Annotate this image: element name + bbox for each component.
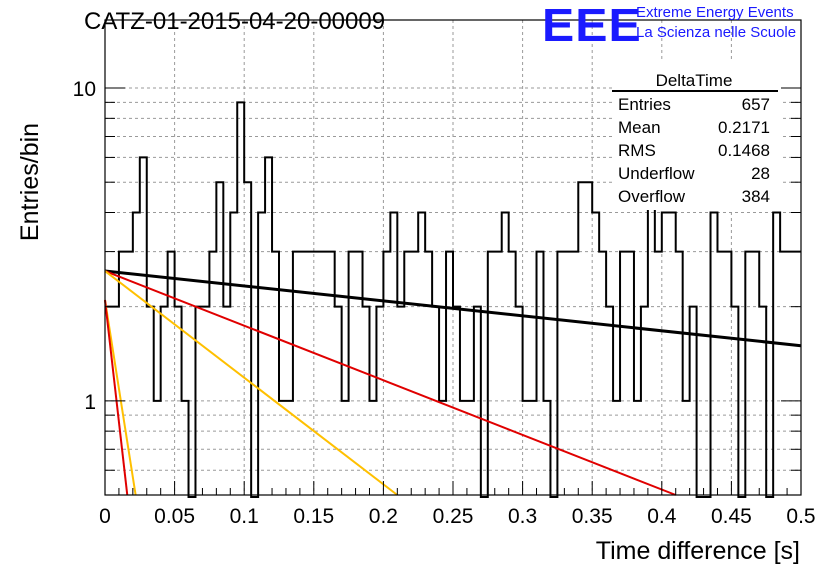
y-tick-labels: 1 10 (73, 78, 96, 414)
brand-logo: EEE (542, 0, 642, 51)
y-axis-label: Entries/bin (16, 123, 44, 241)
fit-curve-2 (104, 270, 677, 496)
brand-line-1: Extreme Energy Events (636, 4, 794, 21)
stats-label: Mean (618, 118, 661, 137)
x-tick-label: 0.5 (786, 505, 815, 528)
run-title: CATZ-01-2015-04-20-00009 (84, 8, 386, 35)
x-tick-label: 0.05 (154, 505, 195, 528)
x-tick-label: 0.45 (711, 505, 752, 528)
fit-curve-1 (104, 269, 802, 348)
fit-curves (104, 269, 802, 496)
grid-lines (104, 20, 802, 495)
x-tick-label: 0.35 (572, 505, 613, 528)
stats-box: DeltaTime Entries 657 Mean 0.2171 RMS 0.1468 U… (612, 62, 780, 210)
y-tick-label: 10 (73, 78, 96, 101)
x-tick-label: 0.4 (647, 505, 677, 528)
stats-title: DeltaTime (656, 71, 733, 90)
x-tick-label: 0.25 (433, 505, 474, 528)
fit-curve-3 (104, 270, 398, 496)
x-tick-label: 0.3 (508, 505, 537, 528)
stats-rows: Entries 657 Mean 0.2171 RMS 0.1468 Underflow 28… (618, 95, 770, 206)
x-tick-label: 0.1 (230, 505, 259, 528)
x-axis-label: Time difference [s] (596, 537, 800, 565)
fit-curve-5 (104, 299, 129, 496)
brand-line-2: La Scienza nelle Scuole (636, 24, 797, 41)
histogram (105, 101, 801, 498)
stats-value: 28 (751, 164, 770, 183)
stats-label: Overflow (618, 187, 686, 206)
y-tick-label: 1 (84, 391, 96, 414)
stats-value: 657 (742, 95, 770, 114)
x-tick-label: 0.2 (369, 505, 398, 528)
x-tick-label: 0 (99, 505, 111, 528)
fit-curve-4 (104, 299, 137, 496)
x-tick-labels: 0 0.05 0.1 0.15 0.2 0.25 0.3 0.35 0.4 0.45 0.5 (99, 505, 815, 528)
axis-ticks (104, 87, 802, 495)
stats-label: Entries (618, 95, 671, 114)
x-tick-label: 0.15 (293, 505, 334, 528)
stats-label: RMS (618, 141, 656, 160)
stats-value: 384 (742, 187, 770, 206)
stats-value: 0.2171 (718, 118, 770, 137)
histogram-line (105, 101, 801, 498)
stats-label: Underflow (618, 164, 695, 183)
stats-value: 0.1468 (718, 141, 770, 160)
